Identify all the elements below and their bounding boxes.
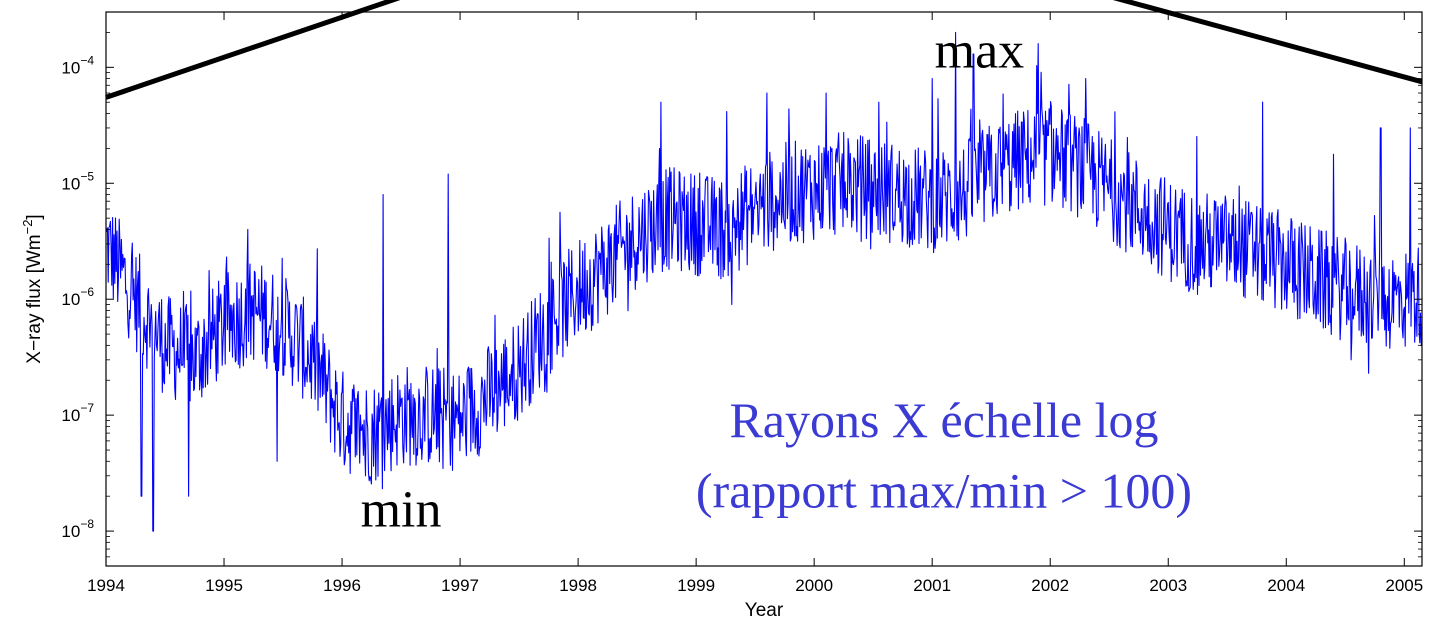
annotation-text: (rapport max/min > 100) [696,462,1192,518]
svg-text:X−ray flux [Wm−2]: X−ray flux [Wm−2] [20,214,45,363]
labels-layer: 1994 1995 1996 1997 1998 1999 2000 2001 2002 2003… [61,53,1423,595]
y-tick-label: 10−5 [61,169,94,193]
x-tick-label: 1998 [559,576,597,595]
x-tick-label: 1996 [323,576,361,595]
series-line [105,31,1423,532]
y-tick-label: 10−4 [61,53,94,77]
y-axis-label-close: ] [24,214,45,219]
x-tick-label: 1999 [677,576,715,595]
plot-frame [105,11,1423,567]
ticks-layer [105,12,1422,566]
series-layer [105,31,1423,532]
x-tick-label: 1994 [87,576,125,595]
x-tick-label: 2005 [1385,576,1423,595]
annotations-layer: max min Rayons X échelle log (rapport max/m… [361,22,1192,538]
x-tick-label: 1997 [441,576,479,595]
trend-layer [105,0,1423,100]
y-axis-label-sup: −2 [20,220,35,235]
annotation-max: max [935,22,1025,79]
trend-line [105,0,1423,100]
x-tick-label: 2003 [1149,576,1187,595]
y-tick-label: 10−7 [61,401,94,425]
annotation-text: Rayons X échelle log [729,392,1158,448]
y-axis-label-text: X−ray flux [Wm [24,234,45,363]
x-tick-label: 2001 [913,576,951,595]
y-axis-label: X−ray flux [Wm−2] [20,214,45,363]
y-tick-label: 10−6 [61,285,94,309]
x-tick-label: 2004 [1267,576,1305,595]
x-tick-label: 2002 [1031,576,1069,595]
x-axis-label: Year [745,600,784,621]
y-tick-label: 10−8 [61,517,94,541]
x-tick-label: 1995 [205,576,243,595]
annotation-min: min [361,481,442,538]
x-tick-label: 2000 [795,576,833,595]
